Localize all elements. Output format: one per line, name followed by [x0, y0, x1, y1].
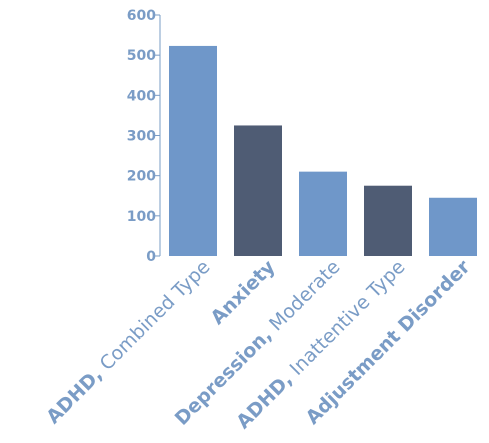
bar	[299, 171, 347, 256]
bar	[429, 197, 477, 256]
x-category-label-bold: ADHD,	[232, 369, 297, 434]
y-tick-label: 100	[127, 209, 156, 225]
x-category-label-light: Inattentive Type	[281, 256, 409, 384]
bar	[169, 45, 217, 257]
bar	[364, 185, 412, 256]
x-category-label-light: Combined Type	[91, 256, 214, 379]
y-tick-label: 500	[127, 48, 156, 64]
y-tick-label: 400	[127, 88, 156, 104]
y-tick-label: 0	[146, 249, 156, 265]
bars-group	[169, 45, 477, 257]
bar	[234, 125, 282, 256]
y-tick-label: 300	[127, 129, 156, 145]
y-tick-label: 200	[127, 169, 156, 185]
y-tick-label: 600	[127, 8, 156, 24]
y-axis: 0 100 200 300 400 500 600	[127, 8, 161, 265]
x-category-label-bold: ADHD,	[42, 364, 107, 429]
